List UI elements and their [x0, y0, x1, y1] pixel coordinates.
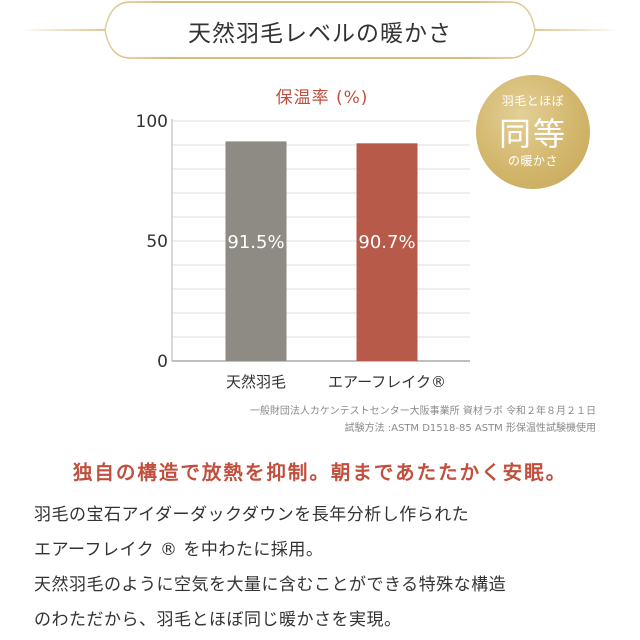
x-tick-label: 天然羽毛: [226, 373, 286, 391]
badge-bottom-text: の暖かさ: [507, 154, 558, 168]
source-note: 一般財団法人カケンテストセンター大阪事業所 資材ラボ 令和２年８月２１日 試験方…: [250, 403, 596, 437]
body-line-3: 天然羽毛のように空気を大量に含むことができる特殊な構造: [34, 575, 507, 595]
source-line-1: 一般財団法人カケンテストセンター大阪事業所 資材ラボ 令和２年８月２１日: [249, 406, 596, 417]
y-tick-label: 100: [136, 112, 168, 132]
bar-value-label: 91.5%: [227, 232, 284, 253]
body-line-2: エアーフレイク ® を中わたに採用。: [34, 540, 324, 560]
badge-main-text: 同等: [498, 115, 567, 153]
x-tick-label: エアーフレイク®: [328, 373, 446, 391]
y-tick-label: 0: [157, 352, 168, 372]
title-banner: [20, 1, 620, 59]
headline: 独自の構造で放熱を抑制。朝まであたたかく安眠。: [72, 461, 568, 484]
chart-title: 保温率 (%): [276, 88, 369, 108]
bar: [225, 141, 287, 361]
page-title: 天然羽毛レベルの暖かさ: [188, 21, 452, 47]
bar-chart: 保温率 (%) 0 50 100 91.5% 90.7% 天然羽毛 エアーフレイク®: [136, 88, 470, 391]
body-line-4: のわただから、羽毛とほぼ同じ暖かさを実現。: [34, 610, 402, 630]
body-text: 羽毛の宝石アイダーダックダウンを長年分析し作られた エアーフレイク ® を中わた…: [34, 498, 614, 638]
source-line-2: 試験方法 :ASTM D1518-85 ASTM 形保温性試験機使用: [344, 423, 596, 434]
warmth-badge: 羽毛とほぼ 同等 の暖かさ: [476, 75, 590, 189]
y-tick-label: 50: [146, 232, 168, 252]
body-line-1: 羽毛の宝石アイダーダックダウンを長年分析し作られた: [34, 505, 470, 525]
bar-value-label: 90.7%: [358, 232, 415, 253]
badge-top-text: 羽毛とほぼ: [501, 94, 565, 108]
bar: [356, 143, 418, 361]
